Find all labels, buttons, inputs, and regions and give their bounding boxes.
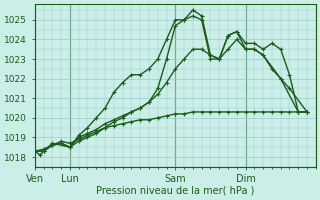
X-axis label: Pression niveau de la mer( hPa ): Pression niveau de la mer( hPa )	[96, 186, 254, 196]
